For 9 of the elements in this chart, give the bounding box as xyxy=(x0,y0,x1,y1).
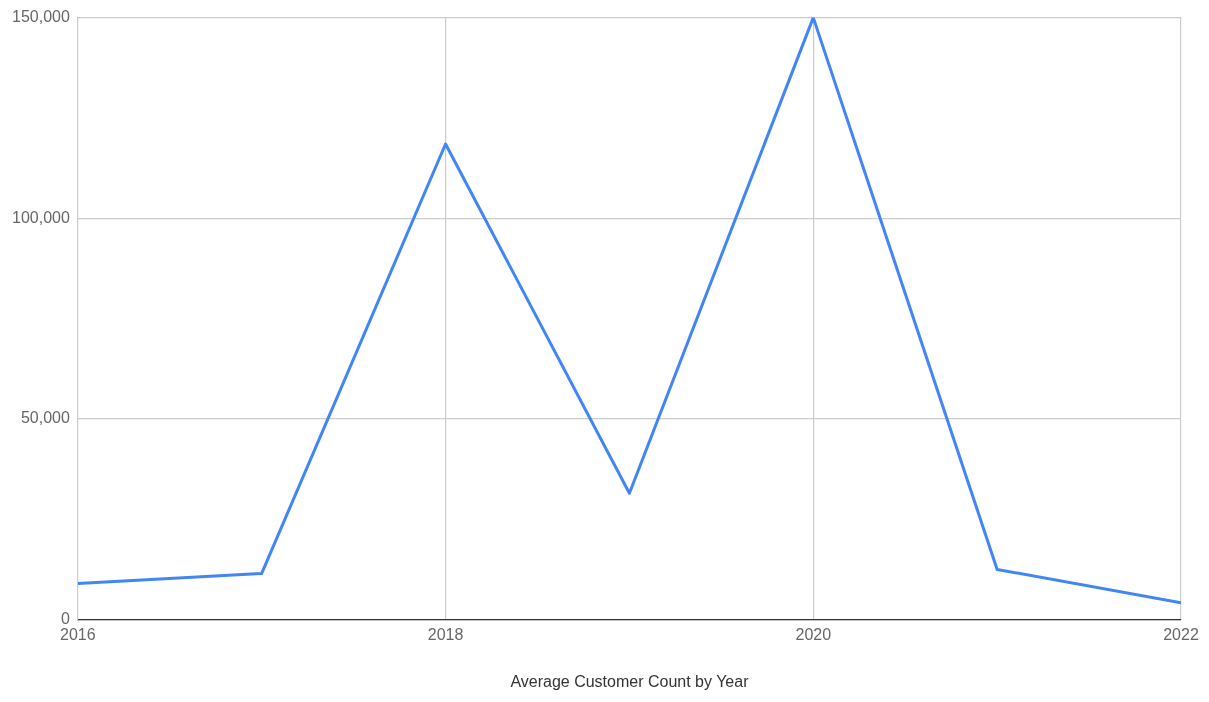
x-axis-title: Average Customer Count by Year xyxy=(510,672,750,690)
y-tick-label: 0 xyxy=(60,610,70,628)
y-tick-label: 150,000 xyxy=(11,8,70,26)
x-tick-label: 2022 xyxy=(1163,625,1199,643)
y-tick-label: 50,000 xyxy=(20,409,70,427)
x-tick-label: 2018 xyxy=(427,625,464,643)
y-tick-label: 100,000 xyxy=(11,208,70,226)
x-tick-label: 2020 xyxy=(795,625,832,643)
x-tick-label: 2016 xyxy=(60,625,96,643)
